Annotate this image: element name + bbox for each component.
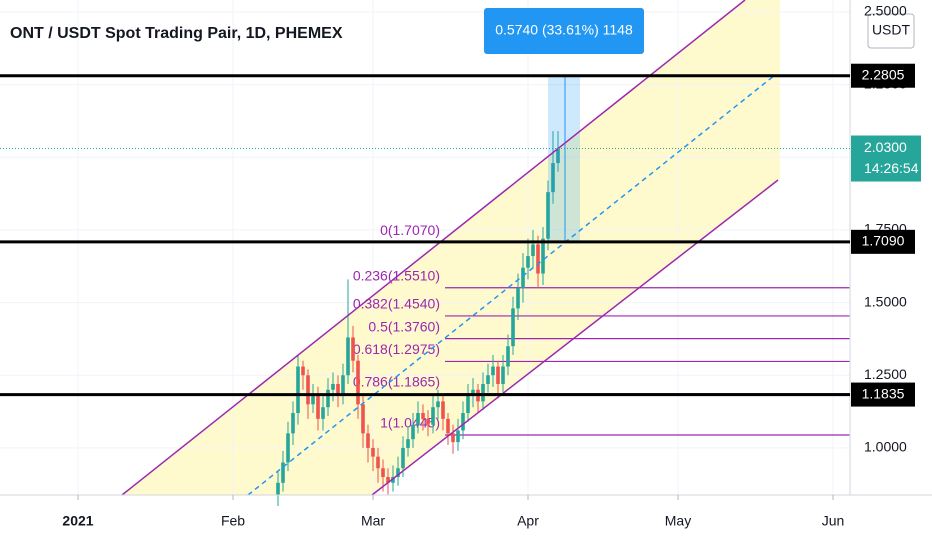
candle-body	[341, 375, 345, 396]
candle-body	[451, 433, 455, 443]
candle-body	[436, 401, 440, 408]
candle-body	[346, 337, 350, 376]
candle-body	[406, 439, 410, 448]
x-tick-label: 2021	[62, 513, 93, 529]
candle-body	[426, 418, 430, 425]
candle-body	[501, 366, 505, 384]
candle-body	[466, 395, 470, 414]
candle-body	[446, 418, 450, 434]
price-label: 1.7090	[862, 233, 905, 249]
candle-body	[386, 476, 390, 483]
fib-label: 0.5(1.3760)	[368, 318, 440, 334]
candle-body	[551, 163, 555, 193]
candle-body	[366, 433, 370, 448]
candle-body	[411, 424, 415, 440]
price-label: 1.1835	[862, 385, 905, 401]
channel-fill	[122, 0, 780, 495]
candle-body	[286, 433, 290, 463]
candle-body	[456, 430, 460, 443]
channel-upper	[121, 0, 746, 496]
currency-label[interactable]: USDT	[872, 22, 911, 38]
candle-body	[381, 468, 385, 477]
candle-body	[511, 308, 515, 347]
candle-body	[496, 366, 500, 384]
chart-title: ONT / USDT Spot Trading Pair, 1D, PHEMEX	[10, 25, 343, 42]
y-tick-label: 1.0000	[864, 439, 907, 455]
measure-label: 0.5740 (33.61%) 1148	[495, 22, 633, 38]
candle-body	[281, 462, 285, 483]
candle-body	[306, 375, 310, 405]
measure-box	[484, 8, 644, 54]
y-tick-label: 1.5000	[864, 293, 907, 309]
candle-body	[491, 366, 495, 376]
last-price-label: 2.0300	[864, 139, 907, 155]
candle-body	[356, 360, 360, 405]
candle-body	[481, 383, 485, 402]
x-tick-label: May	[665, 513, 691, 529]
x-tick-label: Feb	[221, 513, 245, 529]
plot-area	[122, 0, 780, 495]
candle-body	[326, 389, 330, 408]
candle-body	[556, 148, 560, 164]
candle-body	[531, 244, 535, 257]
candle-body	[396, 468, 400, 477]
last-price-box	[851, 135, 921, 182]
channel-median	[247, 74, 776, 496]
fib-label: 1(1.0445)	[380, 415, 440, 431]
candle-body	[331, 383, 335, 390]
candle-body	[471, 389, 475, 396]
countdown: 14:26:54	[864, 160, 919, 176]
currency-button-box[interactable]	[867, 13, 915, 49]
fib-label: 0(1.7070)	[380, 222, 440, 238]
candle-body	[321, 407, 325, 419]
candle-body	[401, 447, 405, 469]
currency-button[interactable]: USDT	[867, 13, 915, 49]
candle-body	[351, 337, 355, 361]
candle-body	[301, 366, 305, 376]
candle-body	[371, 447, 375, 457]
price-label-box	[851, 229, 915, 254]
candle-body	[521, 267, 525, 289]
candle-body	[376, 456, 380, 469]
x-tick-label: Mar	[361, 513, 385, 529]
candle-body	[516, 288, 520, 309]
candle-body	[506, 346, 510, 367]
candle-body	[276, 482, 280, 495]
candle-body	[296, 366, 300, 414]
candle-body	[431, 407, 435, 425]
candle-body	[361, 404, 365, 434]
candle-body	[441, 401, 445, 419]
x-tick-label: Jun	[822, 513, 845, 529]
channel-lower	[371, 179, 779, 496]
candle-body	[391, 476, 395, 483]
fib-label: 0.618(1.2975)	[353, 341, 440, 357]
candle-body	[421, 413, 425, 419]
fib-label: 0.786(1.1865)	[353, 373, 440, 389]
candle-body	[336, 383, 340, 396]
candle-body	[526, 256, 530, 268]
price-label-box	[851, 382, 915, 407]
fib-label: 0.236(1.5510)	[353, 267, 440, 283]
candle-body	[536, 244, 540, 274]
fib-label: 0.382(1.4540)	[353, 296, 440, 312]
price-label: 2.2805	[862, 66, 905, 82]
candle-body	[291, 413, 295, 434]
x-tick-label: Apr	[517, 513, 539, 529]
price-label-box	[851, 63, 915, 88]
measure-area	[548, 75, 580, 242]
candle-body	[461, 413, 465, 431]
candle-body	[311, 395, 315, 405]
candle-body	[486, 375, 490, 384]
y-tick-label: 1.2500	[864, 366, 907, 382]
candle-body	[416, 413, 420, 425]
candle-body	[316, 395, 320, 419]
candle-body	[546, 192, 550, 239]
candle-body	[541, 238, 545, 274]
y-tick-label: 2.5000	[864, 3, 907, 19]
